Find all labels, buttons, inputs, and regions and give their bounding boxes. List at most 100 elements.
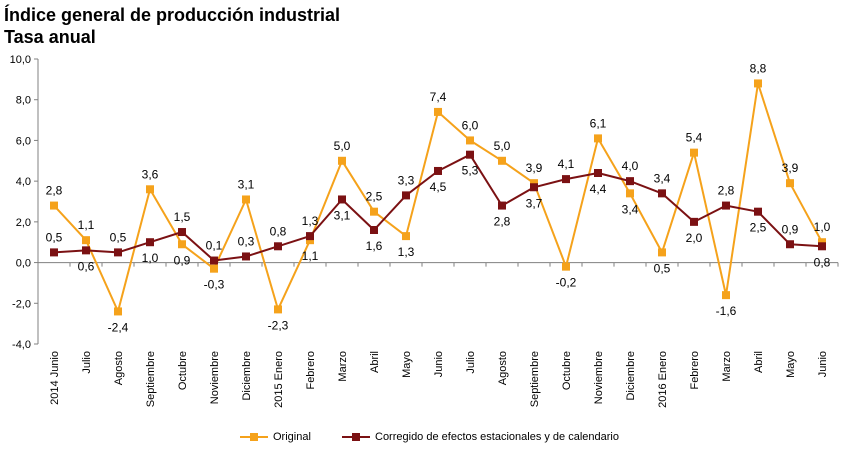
data-point-corregido (338, 195, 346, 204)
data-point-original (338, 156, 346, 165)
y-tick-label: 2,0 (16, 217, 31, 229)
legend-item-corregido: Corregido de efectos estacionales y de c… (342, 431, 619, 443)
data-label-corregido: 0,6 (78, 259, 95, 273)
data-label-original: 8,8 (750, 61, 767, 75)
chart-subtitle: Tasa anual (4, 27, 96, 47)
legend-label-corregido: Corregido de efectos estacionales y de c… (375, 431, 619, 443)
data-label-original: 1,0 (814, 220, 831, 234)
x-tick-label: Mayo (785, 351, 797, 378)
data-label-corregido: 5,3 (462, 164, 479, 178)
y-tick-label: 4,0 (16, 176, 31, 188)
x-tick-label: 2016 Enero (657, 351, 669, 408)
legend-marker-original-icon (240, 432, 268, 442)
data-label-original: 5,0 (334, 139, 351, 153)
data-point-corregido (82, 246, 90, 255)
chart-title: Índice general de producción industrial (4, 5, 341, 25)
data-point-original (562, 262, 570, 271)
data-point-original (498, 156, 506, 165)
data-label-original: -2,3 (268, 318, 289, 332)
data-label-corregido: 3,1 (334, 208, 351, 222)
x-tick-label: Diciembre (241, 351, 253, 401)
data-point-original (626, 189, 634, 198)
data-point-original (50, 201, 58, 210)
x-tick-label: Octubre (561, 351, 573, 390)
data-label-corregido: 0,9 (782, 222, 799, 236)
data-point-corregido (530, 183, 538, 192)
data-label-original: 0,9 (174, 253, 191, 267)
data-label-original: 3,4 (622, 202, 639, 216)
y-tick-label: 6,0 (16, 135, 31, 147)
data-label-original: 5,4 (686, 131, 703, 145)
data-point-original (210, 264, 218, 273)
x-tick-label: Noviembre (593, 351, 605, 404)
y-tick-label: -2,0 (12, 298, 31, 310)
data-label-original: 5,0 (494, 139, 511, 153)
data-point-corregido (722, 201, 730, 210)
data-point-corregido (242, 252, 250, 261)
x-tick-label: Febrero (305, 351, 317, 390)
data-label-corregido: 0,1 (206, 239, 223, 253)
data-label-original: 7,4 (430, 90, 447, 104)
data-label-original: 6,0 (462, 118, 479, 132)
x-tick-label: 2015 Enero (273, 351, 285, 408)
data-point-original (306, 236, 314, 245)
data-label-original: 1,1 (78, 218, 95, 232)
legend-item-original: Original (240, 431, 311, 443)
data-label-corregido: 1,5 (174, 210, 191, 224)
data-label-corregido: 4,1 (558, 157, 575, 171)
x-tick-label: Agosto (113, 351, 125, 385)
series-line-original (53, 82, 823, 313)
data-label-corregido: 0,8 (270, 224, 287, 238)
data-label-corregido: 3,7 (526, 196, 543, 210)
x-tick-label: Julio (81, 351, 93, 374)
x-tick-label: Octubre (177, 351, 189, 390)
x-tick-label: Abril (753, 351, 765, 373)
data-point-corregido (178, 228, 186, 237)
x-tick-label: Marzo (721, 351, 733, 382)
data-point-corregido (274, 242, 282, 251)
data-point-original (818, 238, 826, 247)
data-label-corregido: 0,3 (238, 234, 255, 248)
y-tick-label: 8,0 (16, 95, 31, 107)
data-label-corregido: 2,8 (718, 184, 735, 198)
data-point-corregido (754, 207, 762, 216)
legend-marker-corregido-icon (342, 432, 370, 442)
data-label-original: 1,3 (398, 245, 415, 259)
data-point-corregido (466, 150, 474, 159)
data-point-corregido (562, 175, 570, 184)
data-point-corregido (498, 201, 506, 210)
data-label-original: 6,1 (590, 116, 607, 130)
data-label-corregido: 4,5 (430, 180, 447, 194)
data-label-original: 3,9 (526, 161, 543, 175)
x-tick-label: Abril (369, 351, 381, 373)
data-label-original: 2,8 (46, 184, 63, 198)
data-point-original (530, 179, 538, 188)
x-tick-label: Septiembre (529, 351, 541, 407)
data-point-corregido (658, 189, 666, 198)
data-label-corregido: 4,0 (622, 159, 639, 173)
data-label-corregido: 1,6 (366, 239, 383, 253)
data-point-original (434, 107, 442, 116)
data-label-corregido: 0,5 (46, 230, 63, 244)
data-point-original (594, 134, 602, 143)
data-point-corregido (50, 248, 58, 257)
data-label-original: -0,2 (556, 276, 577, 290)
data-point-original (146, 185, 154, 194)
x-tick-label: Septiembre (145, 351, 157, 407)
data-label-original: 3,9 (782, 161, 799, 175)
data-point-original (114, 307, 122, 316)
data-point-original (786, 179, 794, 188)
data-label-corregido: 2,5 (750, 221, 767, 235)
data-label-corregido: 3,3 (398, 173, 415, 187)
data-point-corregido (114, 248, 122, 257)
data-point-original (178, 240, 186, 249)
data-point-corregido (786, 240, 794, 249)
data-point-original (658, 248, 666, 257)
data-point-original (370, 207, 378, 216)
data-label-corregido: 0,8 (814, 255, 831, 269)
data-label-original: -1,6 (716, 304, 737, 318)
data-point-corregido (402, 191, 410, 200)
data-point-original (466, 136, 474, 145)
data-label-corregido: 3,4 (654, 171, 671, 185)
data-point-corregido (434, 166, 442, 175)
